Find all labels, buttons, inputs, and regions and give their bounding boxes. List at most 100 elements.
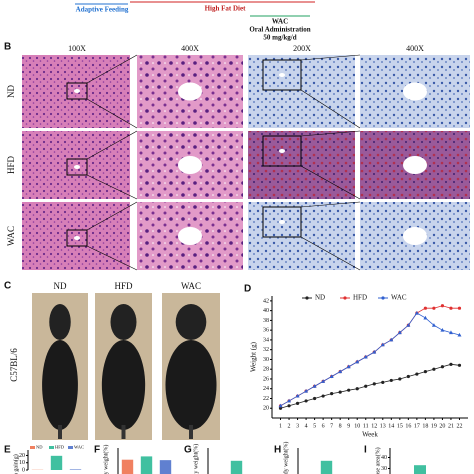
panel-label: E — [4, 445, 11, 456]
y-axis-label: th gain(g) — [12, 454, 19, 474]
panel-label: I — [364, 445, 367, 456]
strain-label: C57BL/6 — [9, 348, 19, 382]
point — [449, 362, 453, 366]
y-tick-label: 22 — [263, 396, 269, 402]
y-tick-label: 32 — [263, 347, 269, 353]
point — [278, 406, 283, 410]
micrograph — [22, 131, 130, 199]
point — [432, 367, 436, 371]
bar — [320, 460, 333, 474]
column-label: 400X — [406, 44, 424, 53]
point — [414, 310, 419, 315]
x-tick-label: 17 — [414, 423, 420, 429]
zoom-line — [86, 245, 138, 271]
mouse-body — [165, 340, 217, 430]
point — [372, 349, 377, 354]
y-tick-label: 20 — [263, 406, 269, 412]
x-tick-label: 14 — [388, 423, 394, 429]
point — [398, 377, 402, 381]
x-tick-label: 13 — [380, 423, 386, 429]
point — [321, 394, 325, 398]
column-label: 400X — [181, 44, 199, 53]
point — [295, 401, 300, 405]
bar — [159, 460, 172, 474]
vessel — [403, 82, 427, 101]
point — [287, 398, 292, 403]
bar — [414, 465, 426, 474]
legend-swatch — [49, 446, 54, 449]
x-tick-label: 3 — [296, 423, 299, 429]
bar — [69, 469, 82, 470]
panel-label: H — [274, 445, 281, 456]
legend-label: HFD — [55, 445, 65, 450]
timeline-label: Adaptive Feeding — [76, 6, 129, 14]
legend-label: ND — [36, 445, 43, 450]
legend-swatch — [30, 446, 35, 449]
x-tick-label: 7 — [330, 423, 333, 429]
point — [364, 384, 368, 388]
point — [304, 388, 309, 393]
x-tick-label: 6 — [322, 423, 325, 429]
point — [431, 323, 436, 327]
x-tick-label: 19 — [431, 423, 437, 429]
y-tick-label: 20 — [19, 453, 25, 459]
y-tick-label: 40 — [381, 455, 387, 461]
column-label: ND — [54, 281, 67, 291]
x-tick-label: 1 — [279, 423, 282, 429]
mouse-tail — [189, 425, 193, 439]
timeline-label: High Fat Diet — [205, 5, 246, 13]
mouse-head — [175, 304, 207, 340]
column-label: 100X — [68, 44, 86, 53]
timeline-label: WAC — [272, 18, 288, 26]
vessel — [178, 156, 202, 174]
x-axis-label: Week — [362, 431, 378, 439]
zoom-line — [300, 236, 361, 271]
zoom-line — [300, 130, 361, 137]
point — [346, 364, 351, 369]
y-tick-label: 24 — [263, 386, 269, 392]
mouse-head — [110, 304, 137, 340]
point — [457, 363, 462, 367]
point — [355, 387, 359, 391]
legend-marker — [381, 296, 385, 300]
x-tick-label: 18 — [422, 423, 428, 429]
y-tick-label: 38 — [263, 318, 269, 324]
x-tick-label: 9 — [347, 423, 350, 429]
point — [423, 315, 428, 320]
point — [440, 327, 445, 332]
legend-swatch — [68, 446, 73, 449]
zoom-box — [262, 59, 302, 91]
panel-label: G — [184, 445, 192, 456]
point — [304, 399, 308, 403]
point — [397, 330, 402, 335]
zoom-line — [86, 54, 138, 84]
point — [389, 378, 393, 383]
y-axis-label: at/body weight(%) — [282, 442, 289, 474]
point — [313, 396, 317, 401]
zoom-line — [86, 130, 138, 160]
zoom-box — [262, 206, 302, 238]
vessel — [279, 73, 285, 77]
vessel — [403, 156, 427, 174]
mouse-head — [49, 304, 71, 340]
x-tick-label: 16 — [405, 423, 411, 429]
point — [457, 332, 462, 337]
vessel — [74, 236, 80, 240]
point — [338, 369, 343, 374]
y-tick-label: 30 — [263, 357, 269, 363]
micrograph — [22, 202, 130, 270]
point — [329, 374, 334, 379]
vessel — [178, 227, 202, 245]
y-tick-label: 26 — [263, 376, 269, 382]
zoom-line — [86, 174, 138, 200]
y-axis-label: body weight(%) — [102, 445, 109, 474]
point — [338, 390, 342, 394]
x-tick-label: 8 — [339, 423, 342, 429]
vessel — [403, 227, 427, 245]
legend-marker — [305, 296, 309, 300]
y-tick-label: 36 — [263, 328, 269, 334]
x-tick-label: 21 — [448, 423, 454, 429]
point — [372, 382, 376, 386]
point — [432, 306, 436, 310]
x-tick-label: 2 — [288, 423, 291, 429]
